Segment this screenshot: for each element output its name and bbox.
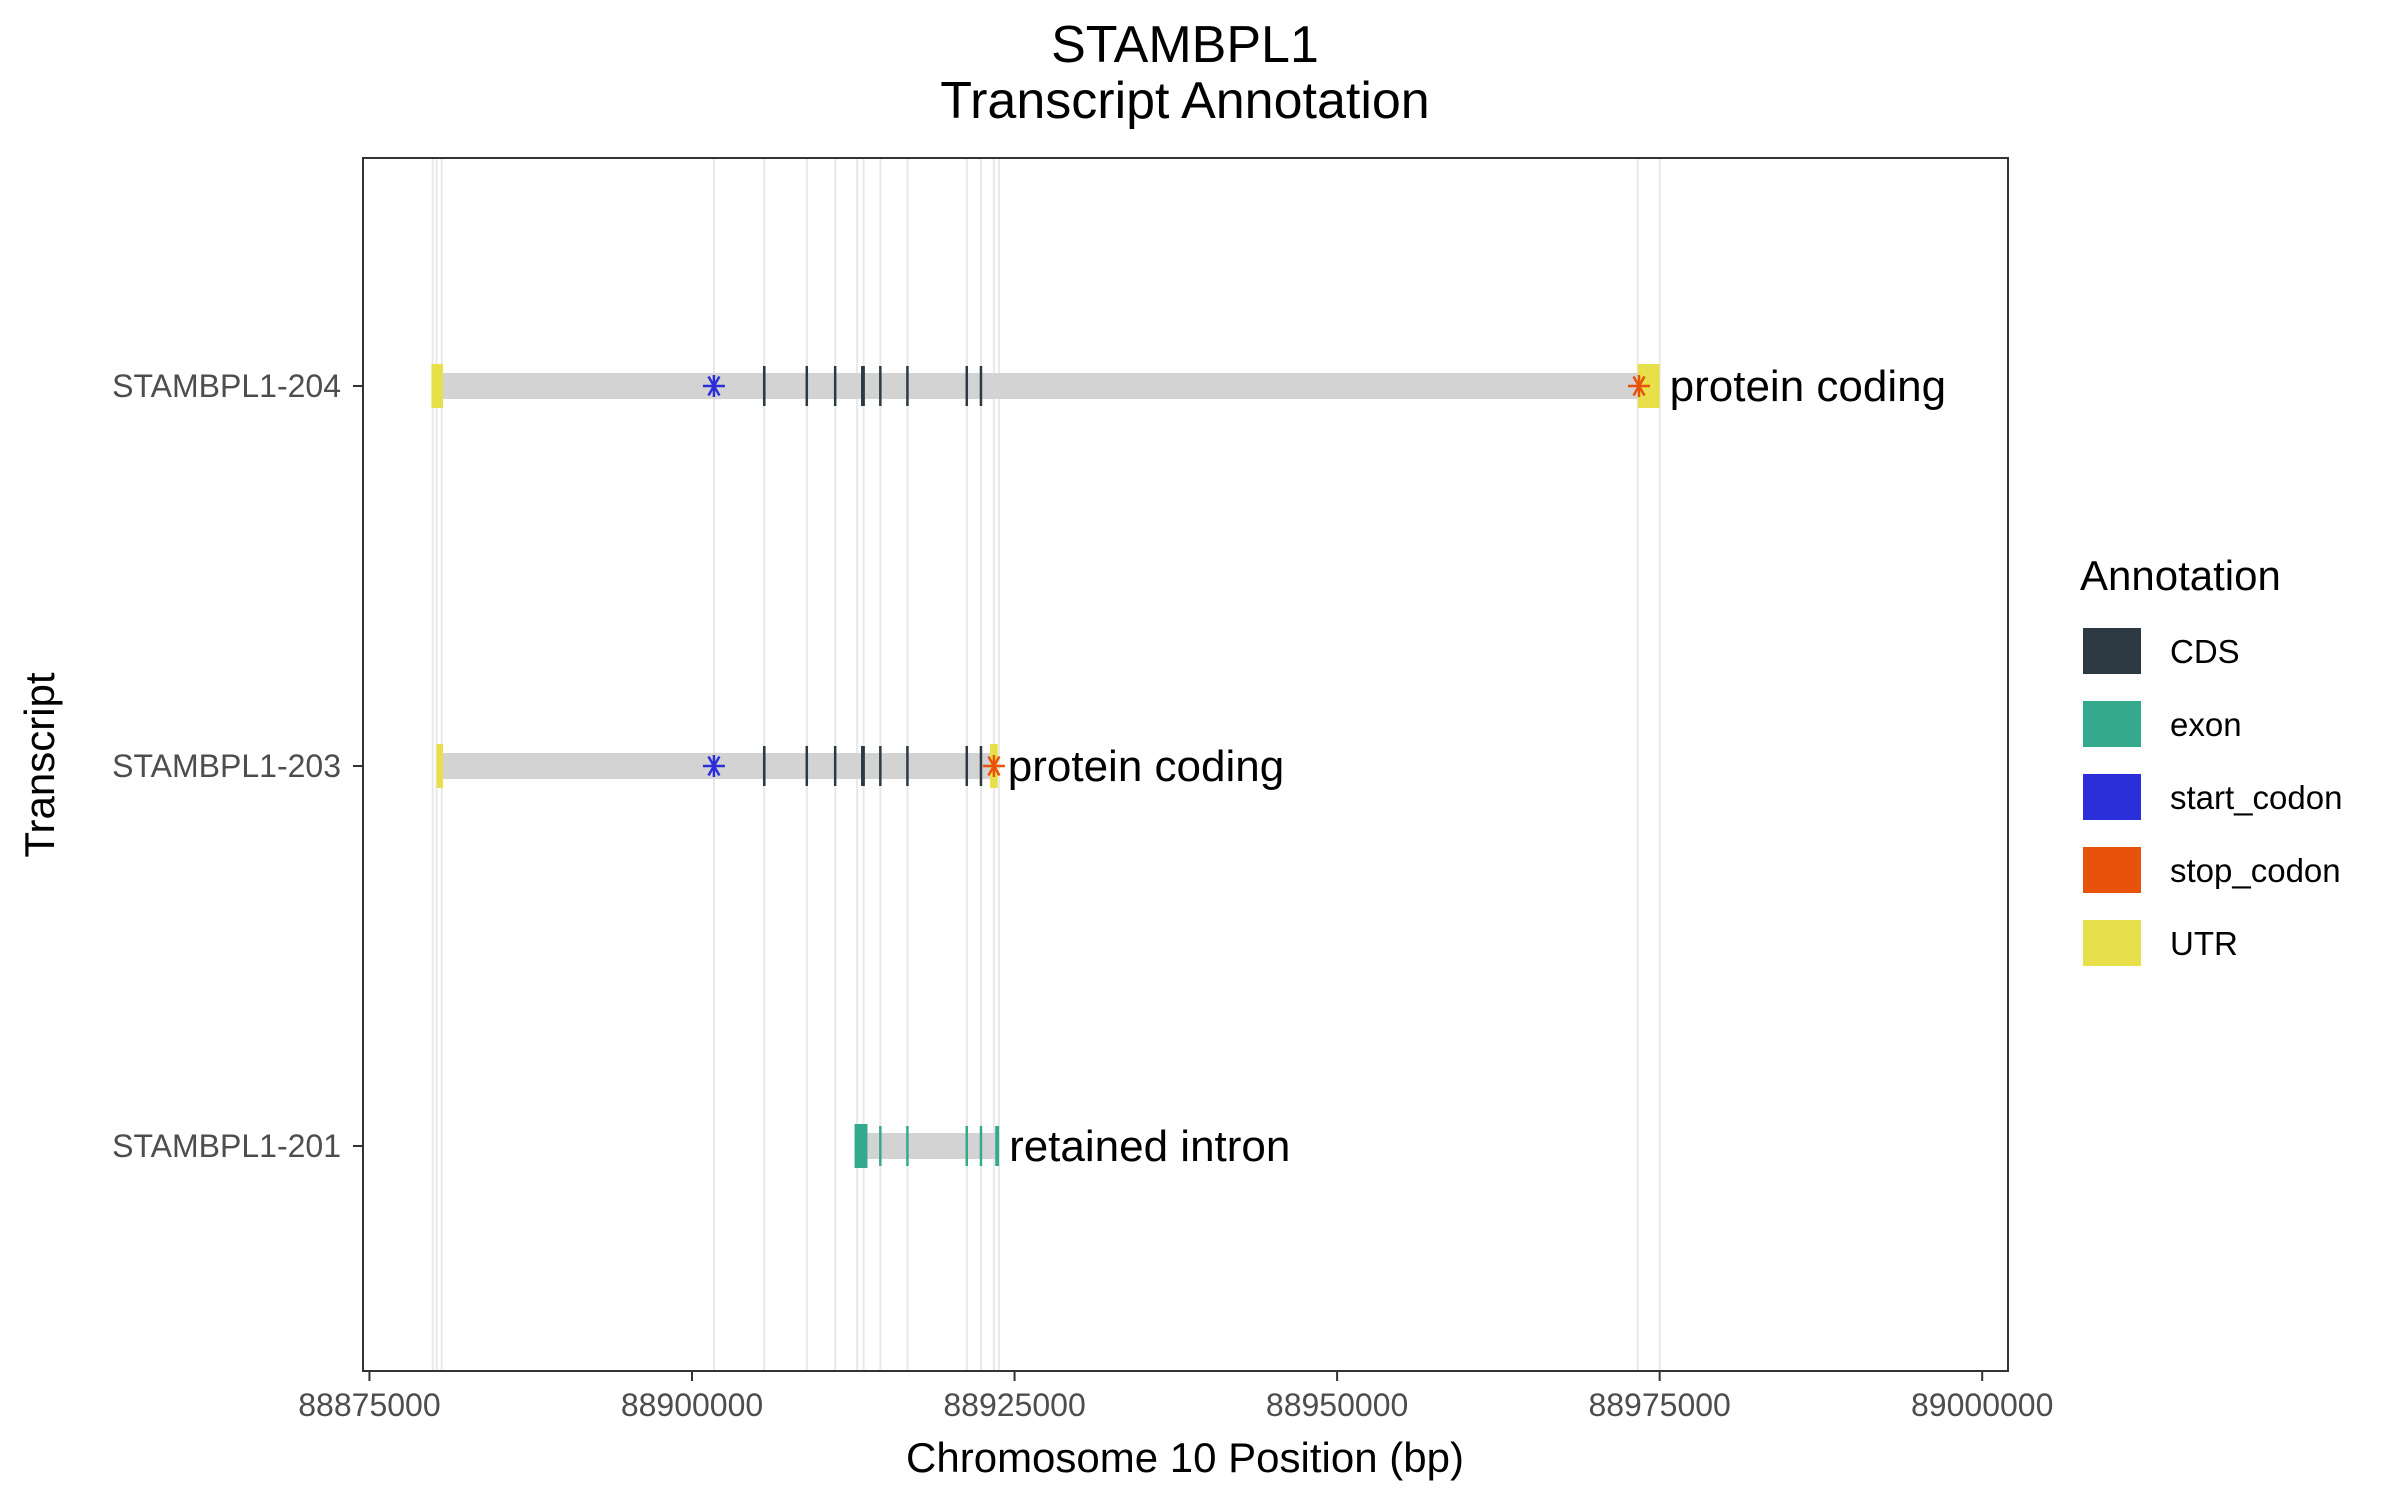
- cds-block: [833, 366, 837, 406]
- biotype-label: protein coding: [1008, 742, 1284, 791]
- x-tick-label: 88925000: [943, 1387, 1085, 1423]
- legend-item: exon: [2083, 701, 2242, 747]
- legend-swatch: [2083, 774, 2141, 820]
- x-tick-label: 88875000: [298, 1387, 440, 1423]
- cds-block: [906, 746, 909, 786]
- cds-block: [965, 366, 969, 406]
- legend-label: start_codon: [2170, 779, 2342, 816]
- utr-block: [436, 744, 443, 788]
- cds-block: [861, 746, 865, 786]
- legend-swatch: [2083, 920, 2141, 966]
- transcript-track: protein coding: [431, 362, 1946, 411]
- transcript-track: retained intron: [854, 1122, 1290, 1171]
- stop-codon-marker: [1628, 375, 1651, 397]
- legend-title: Annotation: [2080, 552, 2281, 599]
- legend-label: stop_codon: [2170, 852, 2341, 889]
- x-tick-label: 89000000: [1911, 1387, 2053, 1423]
- biotype-label: protein coding: [1670, 362, 1946, 411]
- cds-block: [979, 746, 983, 786]
- legend-item: CDS: [2083, 628, 2240, 674]
- exon-block: [879, 1126, 882, 1166]
- cds-block: [762, 366, 766, 406]
- cds-block: [906, 366, 909, 406]
- intron-bar: [433, 373, 1660, 399]
- legend-item: UTR: [2083, 920, 2238, 966]
- y-tick-label: STAMBPL1-203: [112, 748, 341, 784]
- exon-block: [979, 1126, 983, 1166]
- x-tick-label: 88900000: [621, 1387, 763, 1423]
- exon-block: [965, 1126, 969, 1166]
- legend-label: exon: [2170, 706, 2242, 743]
- intron-bar: [854, 1133, 1000, 1159]
- exon-block: [995, 1126, 1000, 1166]
- x-tick-label: 88975000: [1588, 1387, 1730, 1423]
- y-tick-label: STAMBPL1-201: [112, 1128, 341, 1164]
- legend-label: UTR: [2170, 925, 2238, 962]
- cds-block: [805, 366, 809, 406]
- x-tick-label: 88950000: [1266, 1387, 1408, 1423]
- x-axis-title: Chromosome 10 Position (bp): [906, 1434, 1464, 1481]
- cds-block: [879, 366, 882, 406]
- y-tick-label: STAMBPL1-204: [112, 368, 341, 404]
- legend-swatch: [2083, 847, 2141, 893]
- legend-swatch: [2083, 628, 2141, 674]
- x-axis: 88875000 88900000 88925000 88950000 88975000…: [298, 1371, 2053, 1423]
- cds-block: [861, 366, 865, 406]
- chart-title-line-1: STAMBPL1: [1051, 16, 1319, 74]
- legend-item: stop_codon: [2083, 847, 2341, 893]
- legend-swatch: [2083, 701, 2141, 747]
- cds-block: [805, 746, 809, 786]
- start-codon-marker: [702, 375, 725, 397]
- y-axis: STAMBPL1-204 STAMBPL1-203 STAMBPL1-201: [112, 368, 363, 1164]
- plot-panel-border: [362, 157, 2009, 1372]
- transcript-track: protein coding: [436, 742, 1284, 791]
- chart-title: STAMBPL1 Transcript Annotation: [940, 16, 1429, 130]
- biotype-label: retained intron: [1009, 1122, 1290, 1171]
- stop-codon-marker: [982, 755, 1005, 777]
- exon-block: [854, 1124, 868, 1168]
- legend: Annotation CDS exon start_codon stop_codon U…: [2080, 552, 2342, 966]
- legend-label: CDS: [2170, 633, 2240, 670]
- utr-block: [431, 364, 443, 408]
- exon-block: [906, 1126, 909, 1166]
- cds-block: [762, 746, 766, 786]
- start-codon-marker: [702, 755, 725, 777]
- legend-item: start_codon: [2083, 774, 2342, 820]
- transcript-tracks: protein coding protein coding retained int…: [431, 362, 1946, 1171]
- y-axis-title: Transcript: [16, 672, 63, 857]
- cds-block: [965, 746, 969, 786]
- chart-title-line-2: Transcript Annotation: [940, 72, 1429, 130]
- cds-block: [979, 366, 983, 406]
- cds-block: [833, 746, 837, 786]
- cds-block: [879, 746, 882, 786]
